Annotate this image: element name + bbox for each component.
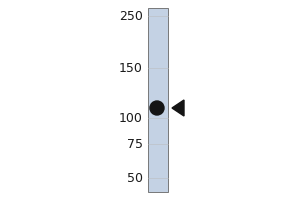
Text: 50: 50: [127, 171, 143, 184]
Text: 150: 150: [119, 62, 143, 74]
Text: 75: 75: [127, 138, 143, 150]
Text: 250: 250: [119, 9, 143, 22]
Polygon shape: [172, 100, 184, 116]
Text: 100: 100: [119, 112, 143, 124]
Bar: [148, 8, 168, 192]
Ellipse shape: [150, 101, 164, 115]
